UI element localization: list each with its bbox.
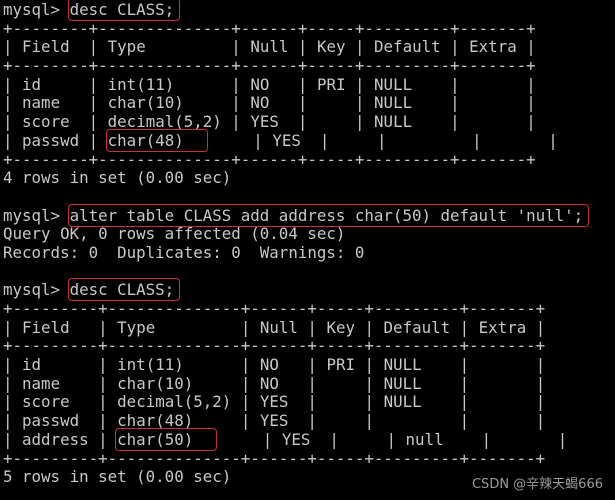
table-border: +--------+--------------+------+-----+--… <box>3 18 536 38</box>
table-cell: id <box>22 74 42 94</box>
table-cell: Key <box>326 317 355 337</box>
table-row: | name | char(10) | NO | | NULL | | <box>3 373 546 393</box>
command-text: alter table CLASS add address char(50) d… <box>67 203 590 227</box>
table-header-row: | Field | Type | Null | Key | Default | … <box>3 37 536 57</box>
mysql-prompt: mysql> <box>3 205 70 225</box>
table-cell: NULL <box>383 355 422 375</box>
table-cell: Type <box>107 37 146 57</box>
table-cell: Default <box>383 317 451 337</box>
output-text: 4 rows in set (0.00 sec) <box>3 168 232 188</box>
table-row: | passwd | char(48) | YES | | | | <box>3 411 546 431</box>
table-cell: Field <box>22 37 70 57</box>
table-row: | score | decimal(5,2) | YES | | NULL | … <box>3 112 536 132</box>
table-cell: Type <box>117 317 156 337</box>
table-cell: YES <box>250 112 279 132</box>
table-cell: passwd <box>22 411 80 431</box>
table-cell: Null <box>250 37 289 57</box>
table-row: | address | char(50) | YES | | null | | <box>3 427 568 451</box>
table-cell: PRI <box>326 355 356 375</box>
table-cell: Default <box>374 37 441 57</box>
blank-line <box>3 188 587 207</box>
table-cell: PRI <box>316 74 346 94</box>
table-cell: score <box>22 392 70 412</box>
table-cell: passwd <box>22 130 80 150</box>
table-cell: null <box>405 429 444 449</box>
table-row: | id | int(11) | NO | PRI | NULL | | <box>3 74 536 94</box>
terminal-output[interactable]: mysql> desc CLASS; +--------+------------… <box>3 0 590 487</box>
output-line: 4 rows in set (0.00 sec) <box>3 168 587 188</box>
table-header-row: | Field | Type | Null | Key | Default | … <box>3 317 546 337</box>
table-cell: char(48) <box>117 411 194 431</box>
table-cell: NULL <box>374 112 413 132</box>
output-line: Records: 0 Duplicates: 0 Warnings: 0 <box>3 242 587 263</box>
table-border: +---------+--------------+------+-----+-… <box>3 448 546 468</box>
table-cell: decimal(5,2) <box>117 392 232 412</box>
table-cell: NULL <box>383 373 422 393</box>
table-cell: NO <box>250 74 270 94</box>
output-line: 5 rows in set (0.00 sec) <box>3 467 587 487</box>
table-cell: YES <box>259 411 289 431</box>
table-cell: NO <box>250 93 270 113</box>
mysql-prompt: mysql> <box>3 0 70 19</box>
table-cell: NULL <box>383 392 422 412</box>
table-cell: Key <box>316 37 346 57</box>
table-cell: YES <box>272 130 301 150</box>
mysql-prompt: mysql> <box>3 280 70 300</box>
table-cell: char(48) <box>105 128 208 152</box>
table-row: | score | decimal(5,2) | YES | | NULL | … <box>3 392 546 412</box>
table-cell: YES <box>281 429 311 449</box>
table-cell: Extra <box>469 37 517 57</box>
output-text: Query OK, 0 rows affected (0.04 sec) <box>3 224 346 244</box>
table-border: +---------+--------------+------+-----+-… <box>3 336 546 356</box>
table-cell: char(10) <box>107 93 184 113</box>
table-row: | passwd | char(48) | YES | | | | <box>3 128 558 152</box>
table-cell: NULL <box>374 93 413 113</box>
table-cell: NO <box>259 373 279 393</box>
command-line: mysql> desc CLASS; <box>3 278 587 302</box>
table-row: | id | int(11) | NO | PRI | NULL | | <box>3 355 546 375</box>
blank-line <box>3 263 587 282</box>
command-line: mysql> desc CLASS; <box>3 0 587 21</box>
table-cell: NULL <box>374 74 413 94</box>
table-cell: id <box>22 355 42 375</box>
output-text: 5 rows in set (0.00 sec) <box>3 467 232 487</box>
table-cell: score <box>22 112 70 132</box>
table-cell: Field <box>22 317 70 337</box>
table-cell: name <box>22 93 61 113</box>
table-cell: YES <box>259 392 289 412</box>
watermark: CSDN @辛辣天蝎666 <box>471 477 603 492</box>
table-cell: address <box>22 429 89 449</box>
table-cell: int(11) <box>107 74 175 94</box>
table-border: +---------+--------------+------+-----+-… <box>3 299 546 318</box>
table-cell: decimal(5,2) <box>107 112 222 132</box>
table-cell: char(10) <box>117 373 194 393</box>
table-cell: int(11) <box>117 355 184 375</box>
table-row: | name | char(10) | NO | | NULL | | <box>3 93 536 113</box>
table-border: +--------+--------------+------+-----+--… <box>3 56 536 76</box>
command-text: desc CLASS; <box>67 0 181 21</box>
command-line: mysql> alter table CLASS add address cha… <box>3 203 590 227</box>
command-text: desc CLASS; <box>67 278 181 302</box>
table-cell: Null <box>259 317 298 337</box>
table-cell: name <box>22 373 61 393</box>
table-cell: Extra <box>478 317 527 337</box>
table-cell: NO <box>259 355 279 375</box>
output-text: Records: 0 Duplicates: 0 Warnings: 0 <box>3 242 365 262</box>
table-border: +--------+--------------+------+-----+--… <box>3 149 536 169</box>
output-line: Query OK, 0 rows affected (0.04 sec) <box>3 224 587 244</box>
table-cell: char(50) <box>115 427 218 451</box>
